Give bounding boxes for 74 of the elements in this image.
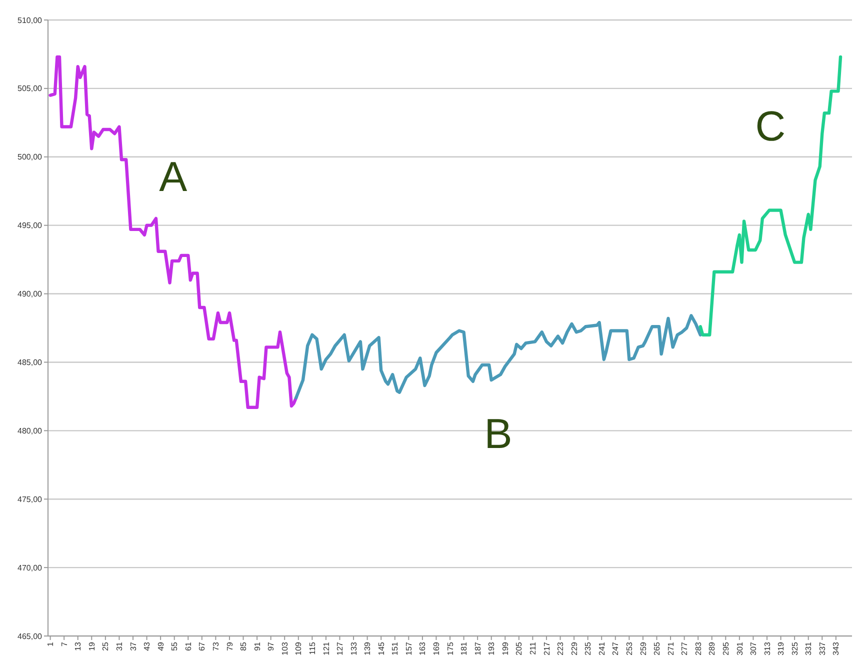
x-tick-label: 19 — [87, 641, 96, 651]
x-tick-label: 1 — [46, 641, 56, 646]
x-tick-label: 181 — [460, 641, 469, 656]
x-tick-label: 73 — [211, 641, 220, 651]
x-tick-label: 121 — [322, 641, 331, 656]
y-tick-label: 490,00 — [18, 290, 43, 299]
x-tick-label: 331 — [804, 641, 814, 656]
x-tick-label: 25 — [101, 641, 110, 651]
x-tick-label: 247 — [611, 641, 620, 656]
x-tick-label: 163 — [418, 641, 428, 656]
x-tick-label: 133 — [349, 641, 358, 656]
annotation: A — [159, 152, 188, 200]
y-tick-label: 505,00 — [18, 84, 43, 94]
line-series — [698, 55, 842, 336]
x-tick-label: 55 — [170, 641, 180, 651]
line-series — [48, 55, 298, 409]
x-tick-label: 343 — [832, 641, 841, 656]
x-tick-label: 127 — [336, 641, 345, 656]
annotation: C — [755, 102, 786, 150]
y-tick-label: 485,00 — [18, 358, 43, 368]
x-tick-label: 97 — [266, 641, 276, 651]
x-tick-label: 67 — [198, 641, 207, 651]
x-tick-label: 31 — [115, 641, 124, 651]
x-tick-label: 259 — [638, 641, 648, 656]
x-tick-label: 289 — [708, 641, 717, 656]
x-tick-label: 211 — [528, 641, 538, 655]
x-tick-label: 169 — [432, 641, 442, 656]
y-tick-label: 470,00 — [18, 563, 43, 572]
x-tick-label: 313 — [762, 641, 772, 656]
x-tick-label: 199 — [500, 641, 510, 656]
y-tick-label: 510,00 — [18, 16, 43, 25]
x-tick-label: 37 — [128, 641, 138, 651]
x-tick-label: 187 — [473, 641, 482, 656]
x-tick-label: 205 — [514, 641, 524, 656]
y-tick-label: 495,00 — [18, 221, 43, 230]
x-tick-label: 325 — [790, 641, 800, 656]
line-series — [294, 314, 702, 400]
x-tick-label: 175 — [446, 641, 455, 656]
x-tick-label: 283 — [694, 641, 703, 656]
y-tick-label: 480,00 — [18, 426, 43, 436]
x-tick-label: 91 — [252, 641, 262, 651]
x-tick-label: 223 — [556, 641, 566, 656]
x-tick-label: 7 — [60, 641, 69, 646]
x-tick-label: 241 — [597, 641, 606, 656]
x-tick-label: 265 — [652, 641, 662, 656]
annotation: B — [484, 410, 512, 457]
x-tick-label: 295 — [721, 641, 730, 656]
x-tick-label: 85 — [239, 641, 248, 651]
x-tick-label: 229 — [570, 641, 579, 656]
x-tick-label: 301 — [735, 641, 744, 656]
x-tick-label: 43 — [142, 641, 152, 651]
x-tick-label: 115 — [308, 641, 317, 655]
x-tick-label: 139 — [363, 641, 372, 656]
x-tick-label: 145 — [376, 641, 386, 656]
x-tick-label: 13 — [74, 641, 83, 651]
x-tick-label: 319 — [776, 641, 786, 656]
x-tick-label: 109 — [294, 641, 304, 656]
x-tick-label: 103 — [280, 641, 290, 656]
y-tick-label: 500,00 — [18, 152, 43, 162]
x-tick-label: 337 — [818, 641, 827, 656]
x-tick-label: 61 — [184, 641, 193, 651]
x-tick-label: 49 — [156, 641, 166, 651]
x-tick-label: 235 — [584, 641, 593, 656]
y-tick-label: 465,00 — [18, 632, 43, 641]
x-tick-label: 307 — [749, 641, 758, 656]
y-tick-label: 475,00 — [18, 494, 43, 504]
x-tick-label: 193 — [487, 641, 496, 656]
x-tick-label: 79 — [225, 641, 234, 651]
x-tick-label: 277 — [680, 641, 690, 656]
x-tick-label: 157 — [404, 641, 414, 656]
x-tick-label: 217 — [542, 641, 552, 656]
x-tick-label: 271 — [666, 641, 676, 656]
x-tick-label: 253 — [624, 641, 634, 656]
x-tick-label: 151 — [390, 641, 400, 656]
